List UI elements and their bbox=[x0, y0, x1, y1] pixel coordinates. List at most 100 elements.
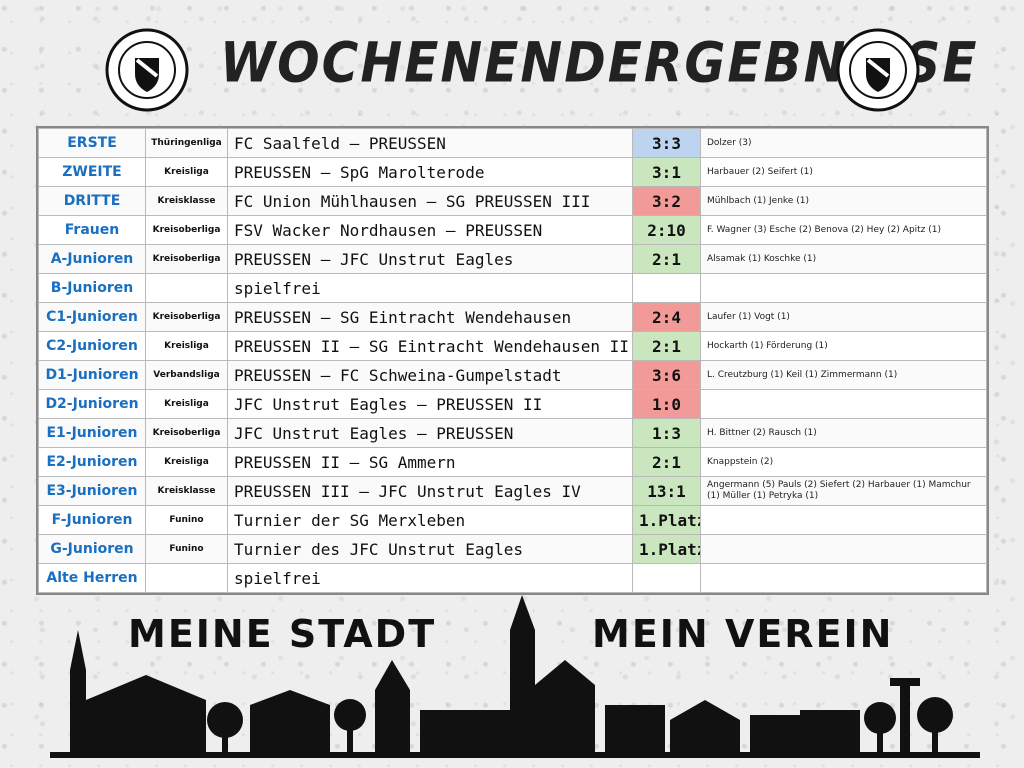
table-row: F-Junioren Funino Turnier der SG Merxleben… bbox=[38, 505, 987, 535]
goal-scorers: F. Wagner (3) Esche (2) Benova (2) Hey (… bbox=[700, 215, 987, 245]
goal-scorers bbox=[700, 563, 987, 593]
match-fixture: PREUSSEN – FC Schweina-Gumpelstadt bbox=[227, 360, 633, 390]
table-row: B-Junioren spielfrei bbox=[38, 273, 987, 303]
match-score: 13:1 bbox=[632, 476, 701, 506]
match-fixture: FC Saalfeld – PREUSSEN bbox=[227, 128, 633, 158]
match-score: 2:4 bbox=[632, 302, 701, 332]
page-title: WOCHENENDERGEBNISSE bbox=[220, 31, 979, 95]
team-name: D2-Junioren bbox=[38, 389, 146, 419]
team-name: ERSTE bbox=[38, 128, 146, 158]
goal-scorers: Hockarth (1) Förderung (1) bbox=[700, 331, 987, 361]
team-name: B-Junioren bbox=[38, 273, 146, 303]
team-name: Frauen bbox=[38, 215, 146, 245]
table-row: Frauen Kreisoberliga FSV Wacker Nordhausen… bbox=[38, 215, 987, 245]
team-name: C2-Junioren bbox=[38, 331, 146, 361]
slogan-left: MEINE STADT bbox=[128, 612, 437, 656]
goal-scorers: Harbauer (2) Seifert (1) bbox=[700, 157, 987, 187]
league-name: Thüringenliga bbox=[145, 128, 228, 158]
results-table: ERSTE Thüringenliga FC Saalfeld – PREUSSEN… bbox=[38, 128, 987, 593]
match-score bbox=[632, 563, 701, 593]
team-name: G-Junioren bbox=[38, 534, 146, 564]
match-fixture: PREUSSEN – JFC Unstrut Eagles bbox=[227, 244, 633, 274]
table-row: D1-Junioren Verbandsliga PREUSSEN – FC Sch… bbox=[38, 360, 987, 390]
match-fixture: FC Union Mühlhausen – SG PREUSSEN III bbox=[227, 186, 633, 216]
league-name: Kreisoberliga bbox=[145, 244, 228, 274]
goal-scorers bbox=[700, 534, 987, 564]
table-row: C1-Junioren Kreisoberliga PREUSSEN – SG Ei… bbox=[38, 302, 987, 332]
match-fixture: PREUSSEN II – SG Ammern bbox=[227, 447, 633, 477]
goal-scorers bbox=[700, 389, 987, 419]
table-row: C2-Junioren Kreisliga PREUSSEN II – SG Ein… bbox=[38, 331, 987, 361]
match-score: 2:1 bbox=[632, 244, 701, 274]
city-skyline-illustration bbox=[50, 595, 980, 758]
goal-scorers: Angermann (5) Pauls (2) Siefert (2) Harb… bbox=[700, 476, 987, 506]
league-name: Kreisliga bbox=[145, 389, 228, 419]
goal-scorers: H. Bittner (2) Rausch (1) bbox=[700, 418, 987, 448]
team-name: E2-Junioren bbox=[38, 447, 146, 477]
goal-scorers: Laufer (1) Vogt (1) bbox=[700, 302, 987, 332]
table-row: E2-Junioren Kreisliga PREUSSEN II – SG Amm… bbox=[38, 447, 987, 477]
match-fixture: PREUSSEN – SG Eintracht Wendehausen bbox=[227, 302, 633, 332]
match-score: 2:10 bbox=[632, 215, 701, 245]
league-name bbox=[145, 273, 228, 303]
goal-scorers: L. Creutzburg (1) Keil (1) Zimmermann (1… bbox=[700, 360, 987, 390]
team-name: C1-Junioren bbox=[38, 302, 146, 332]
goal-scorers: Mühlbach (1) Jenke (1) bbox=[700, 186, 987, 216]
team-name: F-Junioren bbox=[38, 505, 146, 535]
goal-scorers bbox=[700, 273, 987, 303]
match-fixture: spielfrei bbox=[227, 563, 633, 593]
league-name: Kreisliga bbox=[145, 331, 228, 361]
match-score: 3:1 bbox=[632, 157, 701, 187]
league-name: Kreisoberliga bbox=[145, 215, 228, 245]
goal-scorers: Alsamak (1) Koschke (1) bbox=[700, 244, 987, 274]
table-row: Alte Herren spielfrei bbox=[38, 563, 987, 593]
league-name: Kreisklasse bbox=[145, 476, 228, 506]
match-fixture: FSV Wacker Nordhausen – PREUSSEN bbox=[227, 215, 633, 245]
match-score: 3:2 bbox=[632, 186, 701, 216]
match-score: 1.Platz bbox=[632, 534, 701, 564]
table-row: A-Junioren Kreisoberliga PREUSSEN – JFC Un… bbox=[38, 244, 987, 274]
table-row: DRITTE Kreisklasse FC Union Mühlhausen – S… bbox=[38, 186, 987, 216]
league-name: Funino bbox=[145, 534, 228, 564]
team-name: A-Junioren bbox=[38, 244, 146, 274]
team-name: DRITTE bbox=[38, 186, 146, 216]
league-name: Verbandsliga bbox=[145, 360, 228, 390]
team-name: ZWEITE bbox=[38, 157, 146, 187]
match-score: 2:1 bbox=[632, 447, 701, 477]
match-fixture: Turnier der SG Merxleben bbox=[227, 505, 633, 535]
team-name: E1-Junioren bbox=[38, 418, 146, 448]
league-name: Kreisliga bbox=[145, 157, 228, 187]
team-name: E3-Junioren bbox=[38, 476, 146, 506]
match-fixture: PREUSSEN – SpG Marolterode bbox=[227, 157, 633, 187]
goal-scorers: Knappstein (2) bbox=[700, 447, 987, 477]
match-fixture: PREUSSEN II – SG Eintracht Wendehausen I… bbox=[227, 331, 633, 361]
table-row: E1-Junioren Kreisoberliga JFC Unstrut Eagl… bbox=[38, 418, 987, 448]
match-score: 3:3 bbox=[632, 128, 701, 158]
match-score: 1:3 bbox=[632, 418, 701, 448]
league-name: Kreisliga bbox=[145, 447, 228, 477]
table-row: ZWEITE Kreisliga PREUSSEN – SpG Marolterod… bbox=[38, 157, 987, 187]
league-name: Kreisoberliga bbox=[145, 418, 228, 448]
match-score bbox=[632, 273, 701, 303]
match-score: 3:6 bbox=[632, 360, 701, 390]
league-name: Kreisklasse bbox=[145, 186, 228, 216]
match-score: 1:0 bbox=[632, 389, 701, 419]
team-name: D1-Junioren bbox=[38, 360, 146, 390]
match-score: 2:1 bbox=[632, 331, 701, 361]
table-row: D2-Junioren Kreisliga JFC Unstrut Eagles –… bbox=[38, 389, 987, 419]
league-name: Funino bbox=[145, 505, 228, 535]
table-row: G-Junioren Funino Turnier des JFC Unstrut … bbox=[38, 534, 987, 564]
table-row: E3-Junioren Kreisklasse PREUSSEN III – JFC… bbox=[38, 476, 987, 506]
team-name: Alte Herren bbox=[38, 563, 146, 593]
match-fixture: PREUSSEN III – JFC Unstrut Eagles IV bbox=[227, 476, 633, 506]
goal-scorers bbox=[700, 505, 987, 535]
league-name: Kreisoberliga bbox=[145, 302, 228, 332]
match-score: 1.Platz bbox=[632, 505, 701, 535]
club-emblem-left bbox=[105, 28, 189, 112]
club-emblem-right bbox=[836, 28, 920, 112]
league-name bbox=[145, 563, 228, 593]
match-fixture: JFC Unstrut Eagles – PREUSSEN bbox=[227, 418, 633, 448]
match-fixture: Turnier des JFC Unstrut Eagles bbox=[227, 534, 633, 564]
match-fixture: spielfrei bbox=[227, 273, 633, 303]
goal-scorers: Dolzer (3) bbox=[700, 128, 987, 158]
